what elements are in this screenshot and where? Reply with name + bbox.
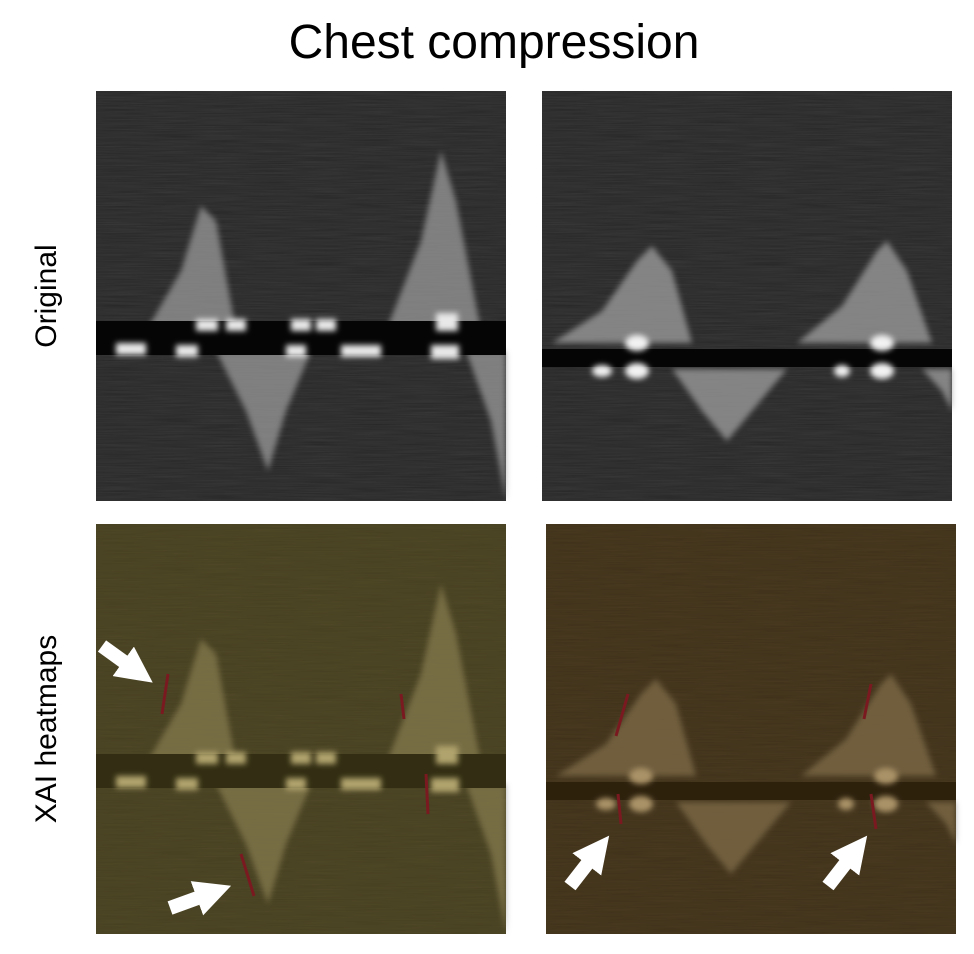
original-image (96, 91, 506, 501)
heatmap-image (546, 524, 956, 934)
original-image (542, 91, 952, 501)
row-label: Original (30, 244, 63, 347)
arrows (97, 640, 868, 916)
heatmap-image (96, 524, 506, 934)
row-label: XAI heatmaps (30, 635, 63, 823)
figure-title: Chest compression (289, 16, 700, 69)
